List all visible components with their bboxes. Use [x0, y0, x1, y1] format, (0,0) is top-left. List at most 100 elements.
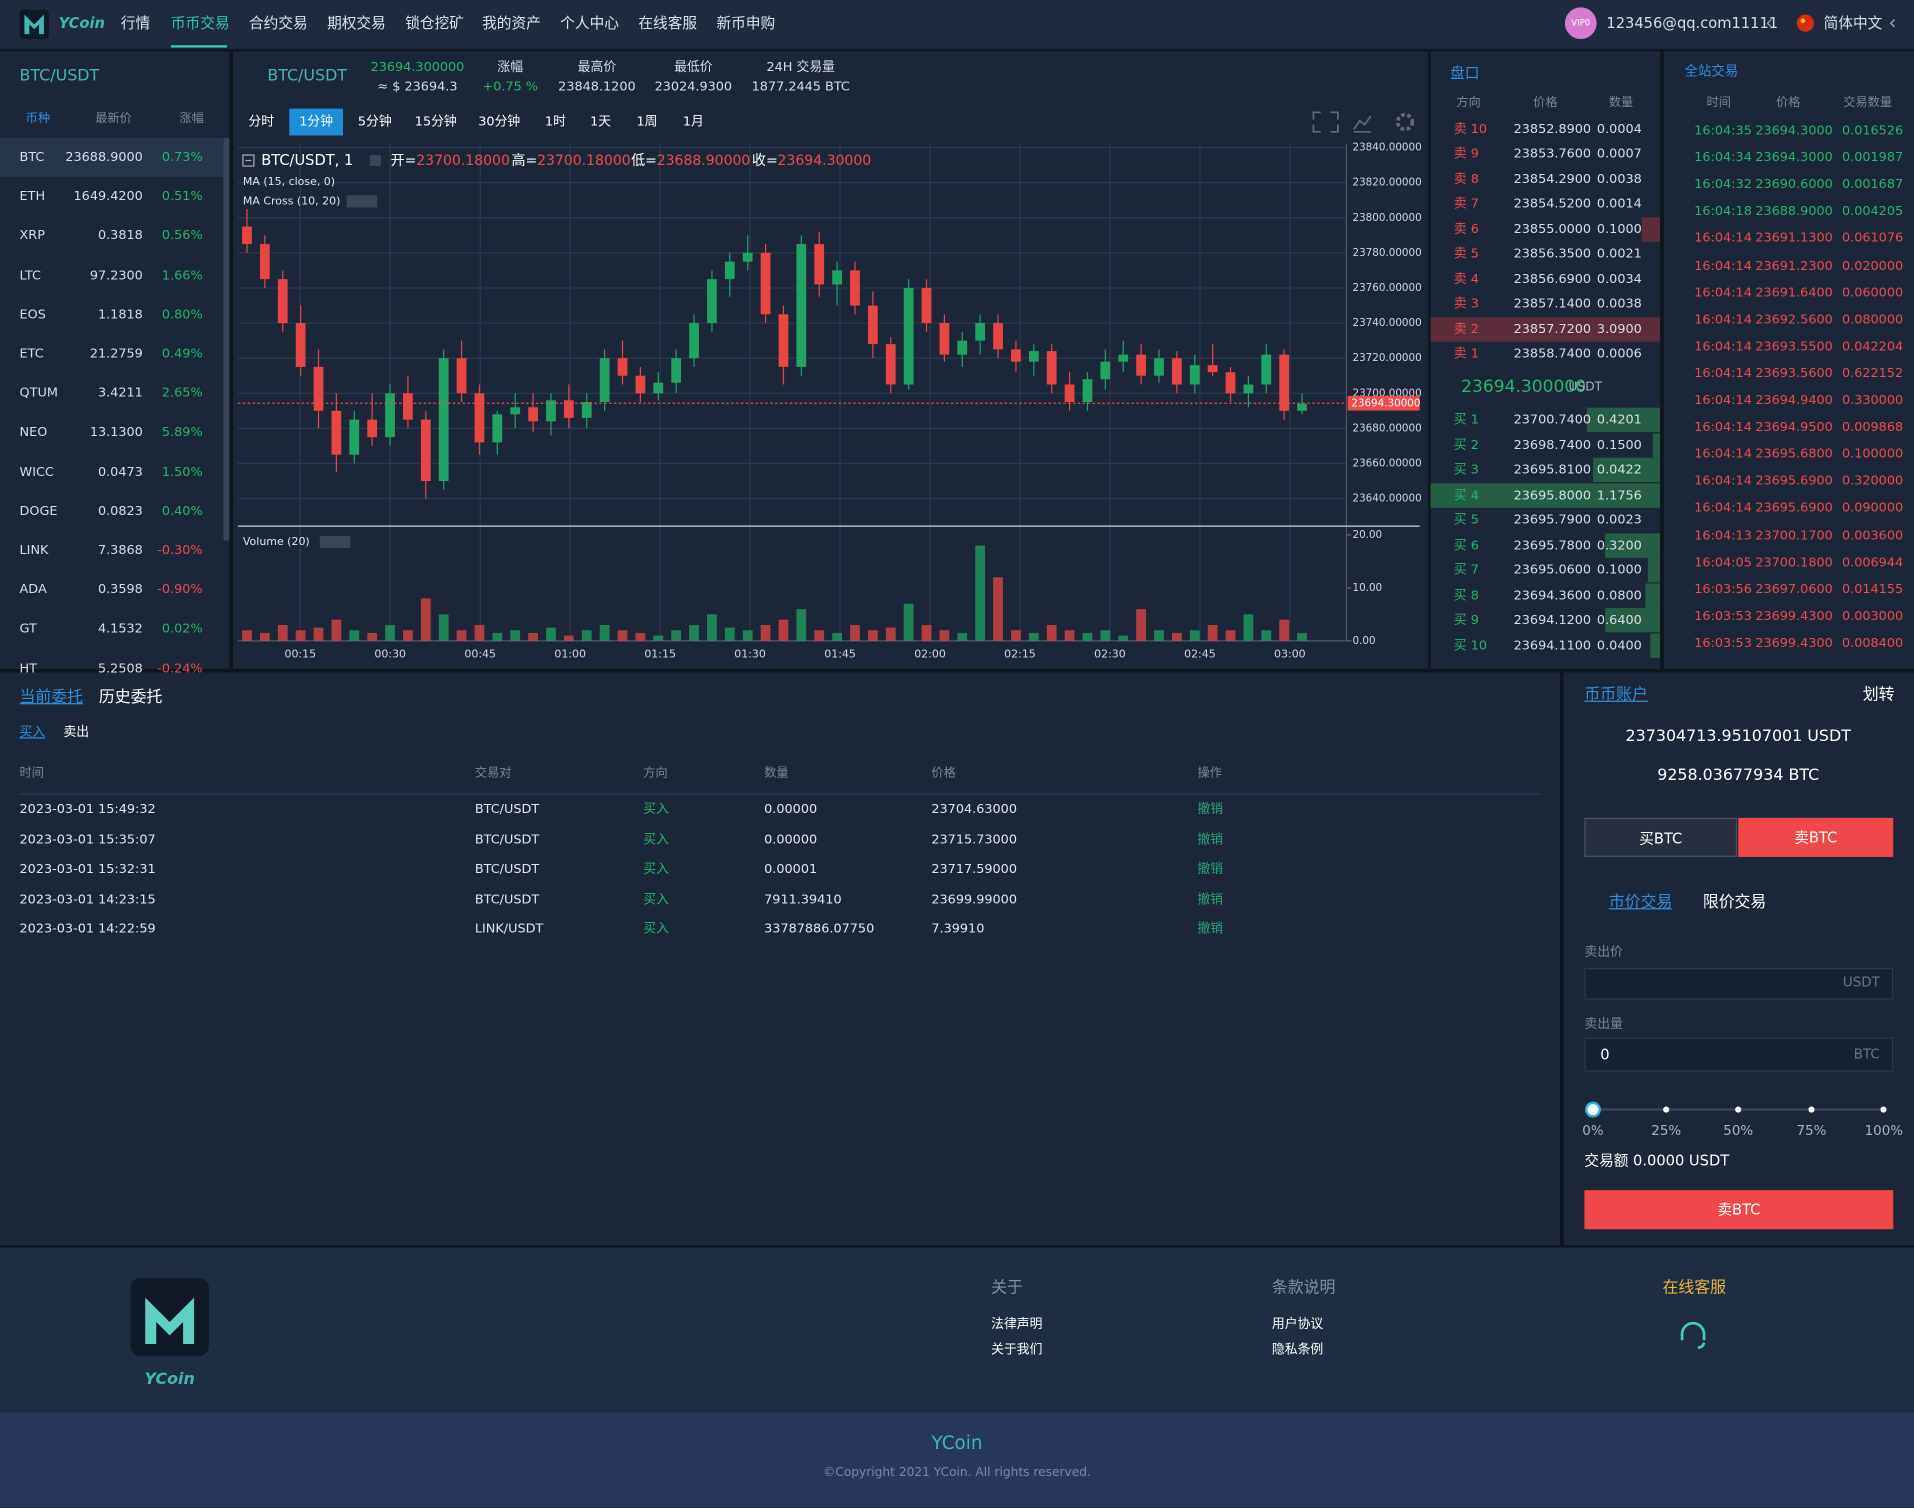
orders-subtab[interactable]: 卖出	[63, 725, 90, 740]
ask-price[interactable]: 23856.6900	[1513, 271, 1592, 287]
orders-tab[interactable]: 历史委托	[98, 688, 163, 707]
nav-item[interactable]: 个人中心	[560, 14, 619, 32]
market-symbol[interactable]: DOGE	[19, 503, 58, 519]
market-change: 1.50%	[161, 464, 203, 480]
volume-bar	[1171, 632, 1182, 641]
volume-bar	[313, 627, 324, 641]
volume-bar	[438, 614, 449, 641]
nav-item[interactable]: 锁仓挖矿	[405, 14, 464, 32]
cancel-link[interactable]: 撤销	[1197, 801, 1224, 817]
candle-body	[438, 358, 449, 482]
interval-button[interactable]: 5分钟	[357, 114, 392, 130]
interval-button[interactable]: 1时	[544, 114, 566, 130]
chart-title: BTC/USDT, 1	[261, 152, 353, 169]
transfer-link[interactable]: 划转	[1862, 686, 1895, 705]
ohlc-value: 23688.90000	[657, 153, 751, 169]
ask-price[interactable]: 23857.7200	[1513, 321, 1592, 337]
bid-qty: 0.4201	[1596, 412, 1642, 428]
amount-input[interactable]	[1584, 1037, 1894, 1072]
ask-price[interactable]: 23853.7600	[1513, 147, 1592, 162]
nav-item[interactable]: 合约交易	[249, 14, 308, 32]
ask-price[interactable]: 23856.3500	[1513, 246, 1592, 262]
footer-link[interactable]: 法律声明	[991, 1317, 1043, 1332]
nav-item[interactable]: 行情	[120, 14, 151, 32]
market-symbol[interactable]: HT	[19, 661, 38, 676]
interval-button[interactable]: 1分钟	[299, 114, 334, 130]
ask-price[interactable]: 23852.8900	[1513, 122, 1592, 137]
nav-item[interactable]: 币币交易	[170, 14, 230, 32]
cancel-link[interactable]: 撤销	[1197, 862, 1224, 877]
market-symbol[interactable]: ETH	[19, 189, 46, 205]
footer-link[interactable]: 用户协议	[1271, 1317, 1324, 1332]
bid-price[interactable]: 23695.0600	[1513, 562, 1592, 578]
market-symbol[interactable]: WICC	[19, 464, 54, 480]
market-change: 0.51%	[161, 189, 203, 205]
bid-price[interactable]: 23694.1100	[1513, 637, 1592, 653]
bid-price[interactable]: 23695.8100	[1513, 462, 1592, 478]
ask-price[interactable]: 23858.7400	[1513, 346, 1592, 362]
interval-button[interactable]: 1天	[590, 114, 612, 130]
market-price: 1.1818	[97, 307, 143, 323]
mode-tab[interactable]: 市价交易	[1608, 893, 1673, 912]
sell-button[interactable]: 卖BTC	[1738, 817, 1894, 857]
ask-price[interactable]: 23855.0000	[1513, 221, 1592, 237]
cancel-link[interactable]: 撤销	[1197, 892, 1224, 907]
footer-service[interactable]: 在线客服	[1662, 1279, 1727, 1298]
nav-item[interactable]: 我的资产	[482, 14, 541, 32]
nav-item[interactable]: 期权交易	[327, 14, 386, 32]
volume-bar	[1136, 609, 1146, 641]
bid-price[interactable]: 23698.7400	[1513, 437, 1592, 453]
market-symbol[interactable]: QTUM	[19, 385, 58, 401]
stat-label: 24H 交易量	[766, 59, 835, 75]
market-symbol[interactable]: XRP	[19, 228, 45, 244]
candle-body	[903, 287, 914, 385]
market-symbol[interactable]: NEO	[19, 425, 48, 440]
candle-body	[242, 226, 252, 245]
ask-price[interactable]: 23854.5200	[1513, 196, 1592, 212]
ask-price[interactable]: 23854.2900	[1513, 171, 1592, 187]
orders-tab[interactable]: 当前委托	[19, 688, 84, 707]
cancel-link[interactable]: 撤销	[1197, 922, 1224, 937]
nav-item[interactable]: 在线客服	[638, 14, 698, 32]
ask-qty: 0.0007	[1596, 147, 1642, 162]
market-symbol[interactable]: LTC	[19, 268, 41, 283]
bid-price[interactable]: 23694.3600	[1513, 587, 1592, 603]
market-symbol[interactable]: GT	[19, 621, 37, 637]
bid-price[interactable]: 23695.7800	[1513, 537, 1592, 553]
interval-button[interactable]: 分时	[248, 114, 275, 130]
mode-tab[interactable]: 限价交易	[1702, 893, 1767, 912]
footer-link[interactable]: 隐私条例	[1271, 1342, 1324, 1358]
footer-link[interactable]: 关于我们	[991, 1342, 1043, 1358]
interval-button[interactable]: 30分钟	[478, 114, 521, 130]
order-cell: 买入	[643, 892, 669, 907]
market-change: -0.90%	[157, 582, 203, 598]
ask-price[interactable]: 23857.1400	[1513, 296, 1592, 312]
buy-button[interactable]: 买BTC	[1584, 817, 1738, 857]
nav-item[interactable]: 新币申购	[716, 14, 776, 32]
y-tick-label: 23840.00000	[1352, 142, 1421, 154]
bid-price[interactable]: 23700.7400	[1513, 412, 1592, 428]
orders-subtab[interactable]: 买入	[19, 725, 46, 740]
price-input[interactable]	[1584, 967, 1894, 1000]
bid-price[interactable]: 23695.8000	[1513, 487, 1592, 503]
balance: 9258.03677934 BTC	[1657, 766, 1820, 785]
volume-bar	[903, 603, 914, 641]
market-symbol[interactable]: BTC	[19, 150, 45, 165]
order-cell: BTC/USDT	[474, 801, 540, 817]
trade-price: 23699.4300	[1755, 635, 1833, 651]
interval-button[interactable]: 1周	[636, 114, 658, 130]
market-symbol[interactable]: LINK	[19, 543, 49, 558]
market-price: 1649.4200	[73, 189, 143, 205]
market-symbol[interactable]: ETC	[19, 346, 44, 362]
interval-button[interactable]: 15分钟	[414, 114, 457, 130]
bid-price[interactable]: 23694.1200	[1513, 612, 1592, 628]
bid-price[interactable]: 23695.7900	[1513, 512, 1592, 528]
volume-bar	[1011, 630, 1021, 641]
submit-button[interactable]: 卖BTC	[1584, 1190, 1894, 1230]
interval-button[interactable]: 1月	[682, 114, 704, 130]
language[interactable]: 简体中文	[1823, 14, 1883, 32]
market-symbol[interactable]: ADA	[19, 582, 47, 598]
volume-bar	[796, 609, 807, 641]
cancel-link[interactable]: 撤销	[1197, 831, 1224, 847]
market-symbol[interactable]: EOS	[19, 307, 46, 323]
